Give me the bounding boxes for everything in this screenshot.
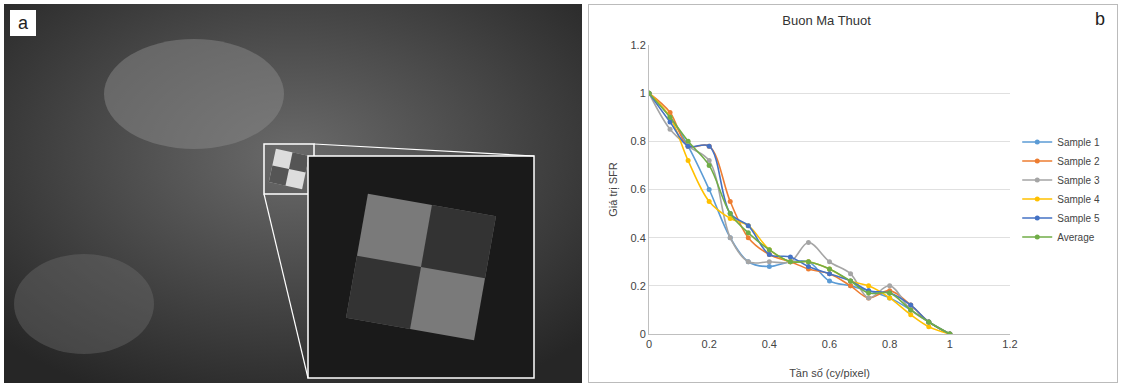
svg-text:1: 1 [947,338,953,350]
svg-text:1: 1 [640,87,646,99]
svg-text:0.4: 0.4 [762,338,777,350]
svg-text:Sample 4: Sample 4 [1057,194,1100,205]
svg-text:Sample 1: Sample 1 [1057,137,1100,148]
svg-text:0.8: 0.8 [882,338,897,350]
svg-text:0: 0 [646,338,652,350]
html-text:b: b [1095,9,1105,29]
svg-text:Sample 2: Sample 2 [1057,156,1100,167]
svg-text:Buon Ma Thuot: Buon Ma Thuot [782,13,871,28]
svg-text:0: 0 [640,328,646,340]
svg-text:Tần số (cy/pixel): Tần số (cy/pixel) [789,367,870,379]
svg-text:a: a [18,13,29,33]
svg-text:Sample 5: Sample 5 [1057,213,1100,224]
svg-text:Giá trị SFR: Giá trị SFR [607,162,619,216]
svg-text:0.4: 0.4 [631,232,646,244]
svg-text:0.6: 0.6 [631,183,646,195]
svg-text:0.2: 0.2 [702,338,717,350]
svg-text:1.2: 1.2 [631,39,646,51]
svg-text:0.8: 0.8 [631,135,646,147]
svg-text:0.6: 0.6 [822,338,837,350]
svg-text:Sample 3: Sample 3 [1057,175,1100,186]
svg-text:0.2: 0.2 [631,280,646,292]
svg-text:1.2: 1.2 [1002,338,1017,350]
svg-text:Average: Average [1057,232,1095,243]
